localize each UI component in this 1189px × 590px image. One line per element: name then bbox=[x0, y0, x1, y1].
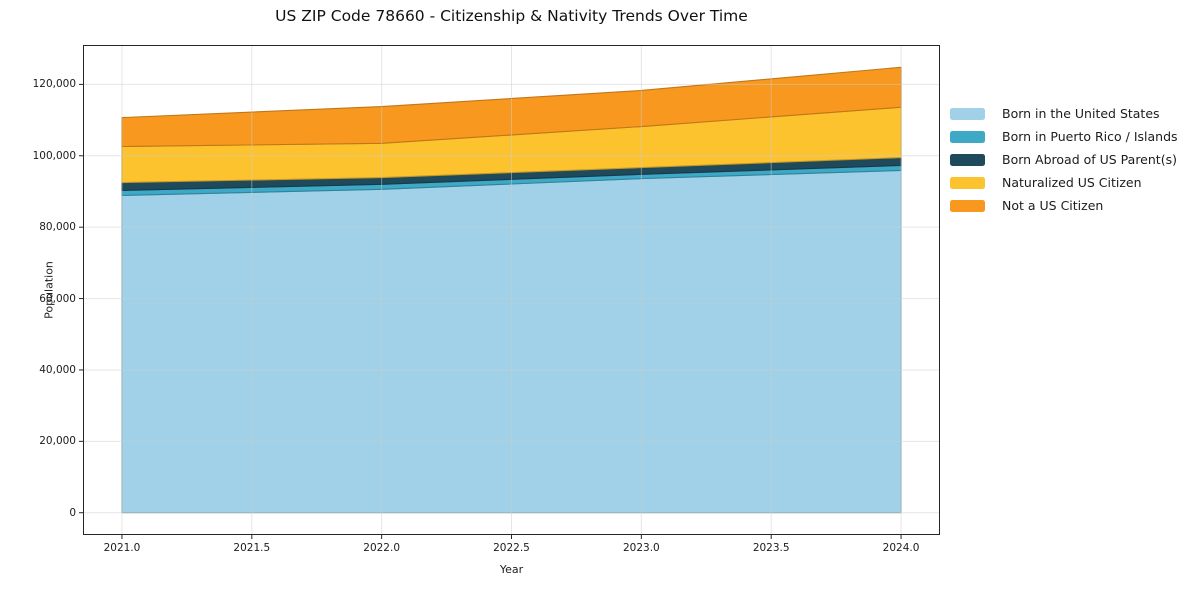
legend-label: Born in Puerto Rico / Islands bbox=[1002, 129, 1178, 144]
legend-label: Born Abroad of US Parent(s) bbox=[1002, 152, 1177, 167]
y-tick-label: 0 bbox=[69, 506, 76, 519]
legend-label: Not a US Citizen bbox=[1002, 198, 1104, 213]
legend-swatch bbox=[950, 130, 985, 143]
legend-item: Born Abroad of US Parent(s) bbox=[950, 148, 1178, 171]
plot-area bbox=[79, 45, 940, 539]
y-axis-label: Population bbox=[42, 261, 56, 319]
chart-title: US ZIP Code 78660 - Citizenship & Nativi… bbox=[275, 7, 748, 25]
y-tick-label: 20,000 bbox=[39, 435, 76, 448]
x-tick-label: 2022.0 bbox=[363, 542, 401, 554]
legend-label: Naturalized US Citizen bbox=[1002, 175, 1142, 190]
y-tick-label: 80,000 bbox=[39, 221, 76, 234]
legend-label: Born in the United States bbox=[1002, 106, 1160, 121]
x-tick-label: 2021.0 bbox=[103, 542, 141, 554]
y-tick-label: 120,000 bbox=[32, 78, 76, 91]
legend: Born in the United States Born in Puerto … bbox=[950, 102, 1178, 217]
stacked-area-chart bbox=[79, 45, 940, 539]
y-tick-label: 100,000 bbox=[32, 149, 76, 162]
y-tick-label: 60,000 bbox=[39, 292, 76, 305]
legend-swatch bbox=[950, 199, 985, 212]
legend-swatch bbox=[950, 153, 985, 166]
x-tick-label: 2024.0 bbox=[882, 542, 920, 554]
legend-item: Naturalized US Citizen bbox=[950, 171, 1178, 194]
x-tick-label: 2023.5 bbox=[752, 542, 790, 554]
x-axis-label: Year bbox=[499, 563, 524, 576]
legend-swatch bbox=[950, 176, 985, 189]
x-tick-label: 2021.5 bbox=[233, 542, 271, 554]
legend-item: Born in the United States bbox=[950, 102, 1178, 125]
x-tick-label: 2022.5 bbox=[493, 542, 530, 554]
legend-swatch bbox=[950, 107, 985, 120]
legend-item: Not a US Citizen bbox=[950, 194, 1178, 217]
y-tick-label: 40,000 bbox=[39, 363, 76, 376]
legend-item: Born in Puerto Rico / Islands bbox=[950, 125, 1178, 148]
x-tick-label: 2023.0 bbox=[622, 542, 660, 554]
